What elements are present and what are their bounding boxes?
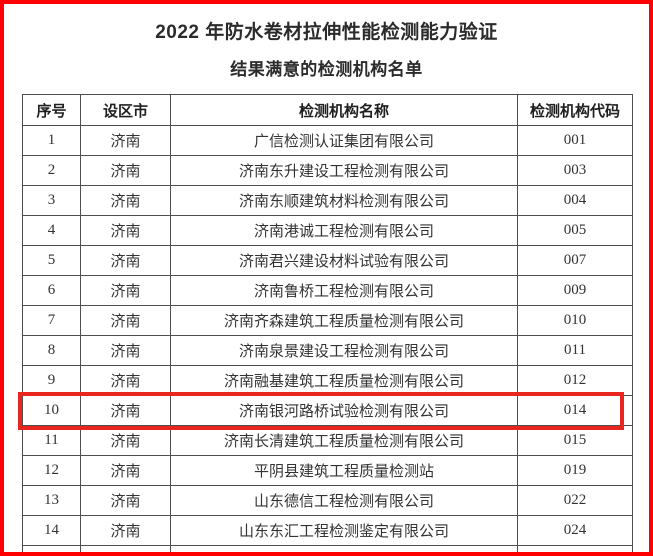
cell-city: 济南 [80,305,171,336]
table-row: 11 济南 济南长清建筑工程质量检测有限公司 015 [22,425,633,456]
cell-seq: 3 [22,185,81,216]
table-row: 9 济南 济南融基建筑工程质量检测有限公司 012 [22,365,633,396]
cell-code: 024 [517,515,633,546]
cell-name: 济南银河路桥试验检测有限公司 [170,395,518,426]
cell-name: 济南融基建筑工程质量检测有限公司 [170,365,518,396]
cell-name: 济南泉景建设工程检测有限公司 [170,335,518,366]
cell-code: 011 [517,335,633,366]
cell-code: 009 [517,275,633,306]
cell-code: 010 [517,305,633,336]
cell-city: 济南 [80,335,171,366]
cell-name: 济南长清建筑工程质量检测有限公司 [170,425,518,456]
cell-city: 济南 [80,455,171,486]
cell-code: 015 [517,425,633,456]
cell-code: 022 [517,485,633,516]
cell-name: 济南东顺建筑材料检测有限公司 [170,185,518,216]
table-row: 4 济南 济南港诚工程检测有限公司 005 [22,215,633,246]
table-row: 2 济南 济南东升建设工程检测有限公司 003 [22,155,633,186]
cell-city: 济南 [80,125,171,156]
cell-city: 济南 [80,215,171,246]
cell-name: 广信检测认证集团有限公司 [170,125,518,156]
cell-city: 济南 [80,185,171,216]
col-header-city: 设区市 [80,94,171,126]
table-row: 7 济南 济南齐森建筑工程质量检测有限公司 010 [22,305,633,336]
cell-name: 济南鲁桥工程检测有限公司 [170,275,518,306]
col-header-seq: 序号 [22,94,81,126]
cell-empty [22,545,81,552]
cell-seq: 12 [22,455,81,486]
cell-seq: 4 [22,215,81,246]
table-row: 1 济南 广信检测认证集团有限公司 001 [22,125,633,156]
document-subtitle: 结果满意的检测机构名单 [230,60,423,79]
col-header-name: 检测机构名称 [170,94,518,126]
cell-city: 济南 [80,155,171,186]
cell-seq: 13 [22,485,81,516]
cell-seq: 7 [22,305,81,336]
cell-code: 005 [517,215,633,246]
cell-code: 007 [517,245,633,276]
cell-code: 003 [517,155,633,186]
cell-code: 014 [517,395,633,426]
cell-seq: 6 [22,275,81,306]
table-row: 13 济南 山东德信工程检测有限公司 022 [22,485,633,516]
cell-code: 019 [517,455,633,486]
cell-empty [80,545,171,552]
cell-code: 001 [517,125,633,156]
cell-name: 济南港诚工程检测有限公司 [170,215,518,246]
table-row: 12 济南 平阴县建筑工程质量检测站 019 [22,455,633,486]
cell-city: 济南 [80,395,171,426]
cell-name: 平阴县建筑工程质量检测站 [170,455,518,486]
table-row: 10 济南 济南银河路桥试验检测有限公司 014 [22,395,633,426]
cell-code: 012 [517,365,633,396]
table-body: 1 济南 广信检测认证集团有限公司 001 2 济南 济南东升建设工程检测有限公司 003 3 济… [22,125,633,552]
table-row-partial [22,545,633,552]
cell-seq: 10 [22,395,81,426]
table-header-row: 序号 设区市 检测机构名称 检测机构代码 [22,94,633,126]
cell-empty [170,545,518,552]
cell-city: 济南 [80,245,171,276]
cell-name: 济南东升建设工程检测有限公司 [170,155,518,186]
cell-name: 山东德信工程检测有限公司 [170,485,518,516]
cell-name: 山东东汇工程检测鉴定有限公司 [170,515,518,546]
cell-seq: 11 [22,425,81,456]
table-row: 3 济南 济南东顺建筑材料检测有限公司 004 [22,185,633,216]
cell-name: 济南君兴建设材料试验有限公司 [170,245,518,276]
cell-seq: 5 [22,245,81,276]
col-header-code: 检测机构代码 [517,94,633,126]
cell-city: 济南 [80,485,171,516]
table-row: 5 济南 济南君兴建设材料试验有限公司 007 [22,245,633,276]
table-row: 14 济南 山东东汇工程检测鉴定有限公司 024 [22,515,633,546]
cell-seq: 14 [22,515,81,546]
table-row: 8 济南 济南泉景建设工程检测有限公司 011 [22,335,633,366]
document-title: 2022 年防水卷材拉伸性能检测能力验证 [155,22,498,43]
cell-seq: 9 [22,365,81,396]
cell-city: 济南 [80,515,171,546]
table-row: 6 济南 济南鲁桥工程检测有限公司 009 [22,275,633,306]
cell-empty [517,545,633,552]
cell-seq: 8 [22,335,81,366]
cell-city: 济南 [80,425,171,456]
cell-city: 济南 [80,275,171,306]
cell-code: 004 [517,185,633,216]
cell-name: 济南齐森建筑工程质量检测有限公司 [170,305,518,336]
cell-city: 济南 [80,365,171,396]
cell-seq: 2 [22,155,81,186]
institutions-table: 序号 设区市 检测机构名称 检测机构代码 1 济南 广信检测认证集团有限公司 001 2… [22,94,633,552]
cell-seq: 1 [22,125,81,156]
